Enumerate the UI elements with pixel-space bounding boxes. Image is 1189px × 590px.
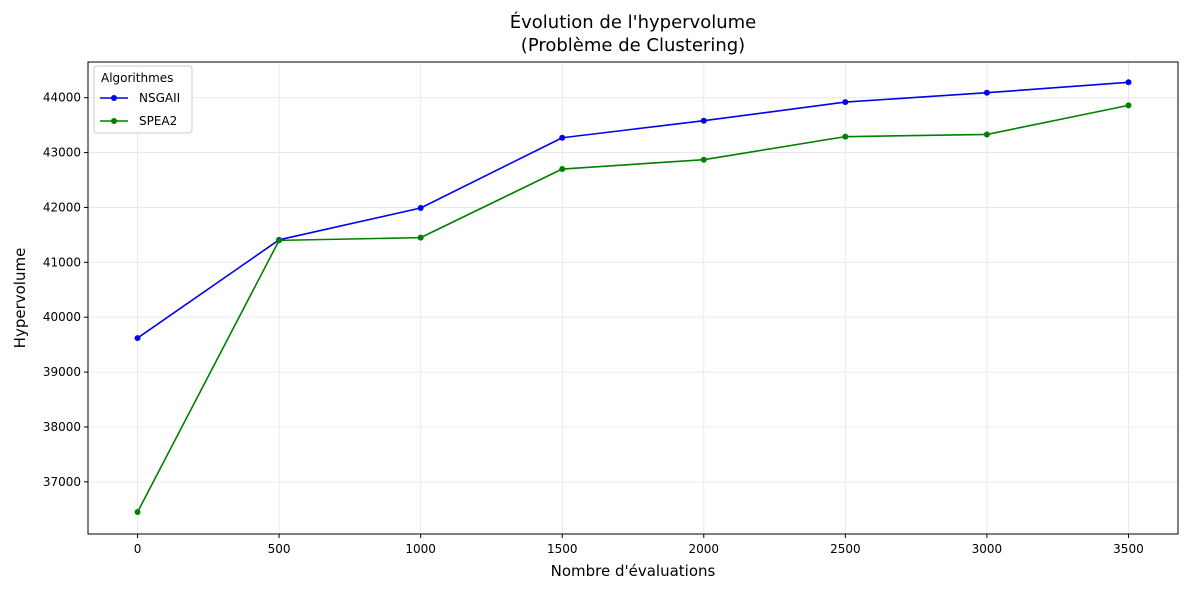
legend-box [93,65,193,134]
plot-area-frame [87,61,1179,535]
x-tick-label: 1500 [547,542,578,556]
data-point-nsgaii [700,117,707,124]
axis-ticks: 0 500 1000 1500 2000 2500 3000 3500 37000 38000 39… [43,91,1144,556]
x-tick-label: 0 [134,542,142,556]
data-point-nsgaii [134,335,141,342]
data-point-spea2 [700,156,707,163]
legend-label-spea2: SPEA2 [139,114,177,128]
y-tick-label: 42000 [43,200,81,214]
data-point-spea2 [842,133,849,140]
x-tick-label: 2500 [830,542,861,556]
x-tick-label: 1000 [405,542,436,556]
legend: Algorithmes NSGAII SPEA2 [93,65,193,134]
data-point-spea2 [134,509,141,516]
data-point-nsgaii [1125,79,1132,86]
legend-marker-spea2 [111,118,117,124]
data-point-spea2 [1125,102,1132,109]
data-point-nsgaii [417,204,424,211]
y-tick-label: 39000 [43,365,81,379]
data-point-spea2 [983,131,990,138]
data-point-nsgaii [842,99,849,106]
y-tick-label: 43000 [43,146,81,160]
y-axis-title: Hypervolume [11,248,29,349]
y-tick-label: 37000 [43,475,81,489]
x-tick-label: 3000 [972,542,1003,556]
grid [88,62,1178,534]
y-tick-label: 44000 [43,91,81,105]
chart-title-line-2: (Problème de Clustering) [521,35,745,56]
data-point-spea2 [276,237,283,244]
x-axis-title: Nombre d'évaluations [551,562,716,580]
series-line-spea2 [136,104,1129,513]
series-line-nsgaii [137,81,1129,339]
x-tick-label: 500 [268,542,291,556]
x-tick-label: 3500 [1113,542,1144,556]
data-point-nsgaii [559,134,566,141]
legend-items: NSGAII SPEA2 [100,91,180,128]
chart-title-line-1: Évolution de l'hypervolume [510,11,756,33]
series-lines [134,79,1132,516]
data-point-nsgaii [983,89,990,96]
x-tick-label: 2000 [689,542,720,556]
data-point-spea2 [559,166,566,173]
legend-title: Algorithmes [101,71,173,85]
y-tick-label: 40000 [43,310,81,324]
y-tick-label: 38000 [43,420,81,434]
legend-marker-nsgaii [111,95,117,101]
legend-label-nsgaii: NSGAII [139,91,180,105]
y-tick-label: 41000 [43,255,81,269]
data-point-spea2 [417,234,424,241]
